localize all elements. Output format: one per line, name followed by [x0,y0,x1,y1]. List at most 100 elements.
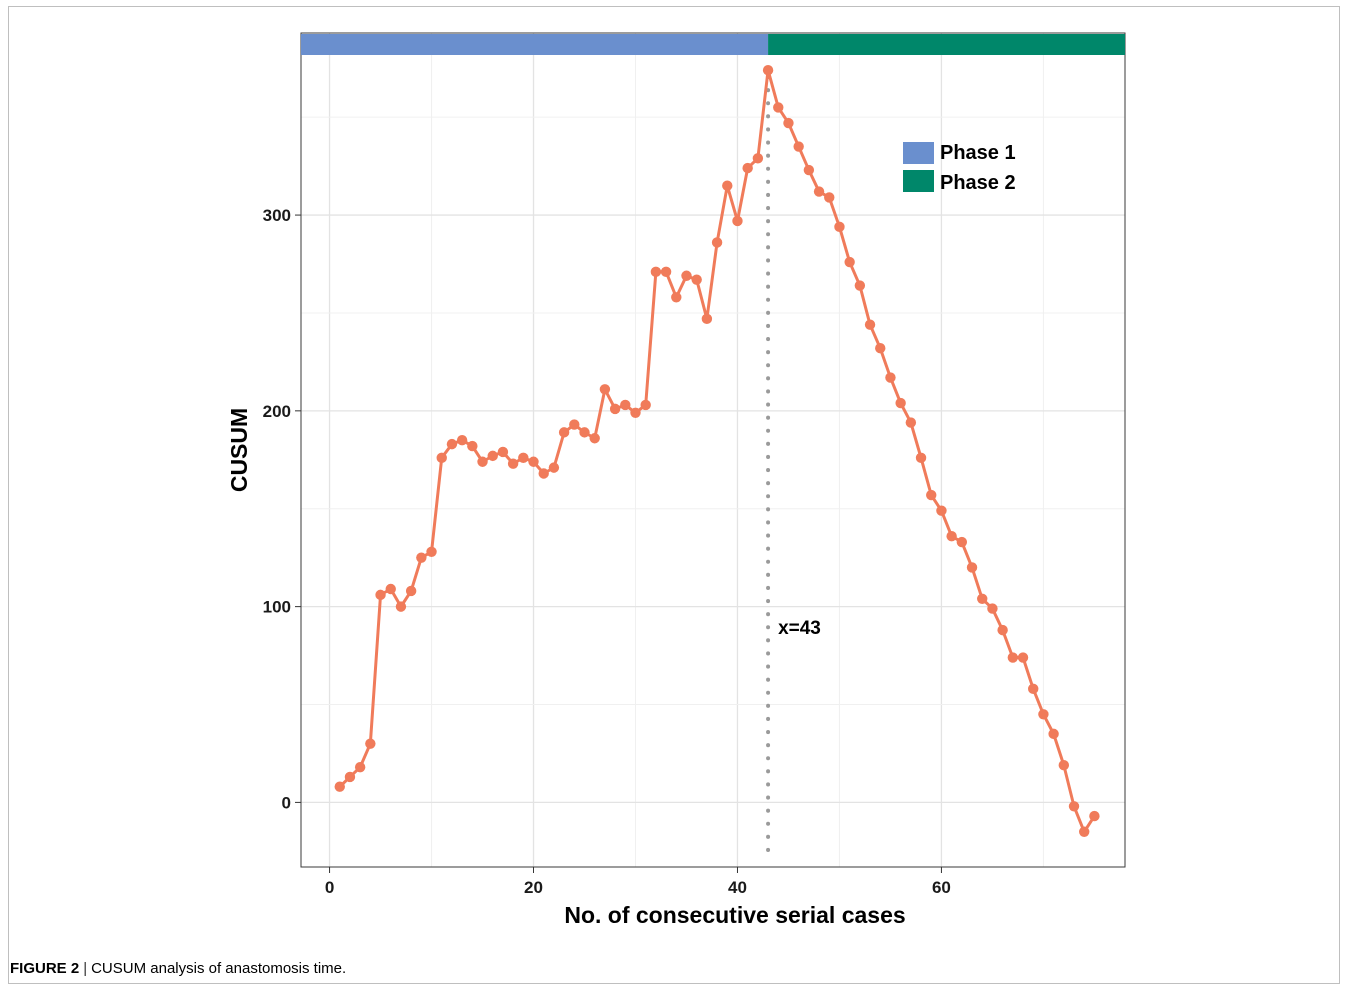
data-point [1028,683,1039,695]
y-axis-title: CUSUM [226,408,252,492]
axis-ticks: 0 20 40 60 0 100 200 300 [263,206,951,897]
data-point [864,319,876,330]
data-point [793,141,804,152]
data-point [436,452,447,464]
data-point [803,164,815,176]
data-point [477,456,488,467]
vline-label: x=43 [778,618,821,639]
x-tick-label: 40 [728,878,747,897]
caption-label: FIGURE 2 [10,960,80,977]
legend-swatch-phase-1 [903,142,934,164]
data-point [416,552,427,563]
data-point [579,427,590,438]
data-point [395,601,407,612]
series-group [334,64,1100,837]
data-point [640,399,651,411]
data-point [905,417,917,428]
data-point [966,562,978,573]
data-point [773,102,784,113]
data-point [609,403,621,415]
data-point [334,781,345,792]
data-point [487,450,498,462]
legend-label-phase-2: Phase 2 [940,172,1016,194]
data-point [1089,810,1100,822]
legend-swatch-phase-2 [903,170,934,192]
data-point [630,407,641,419]
data-point [977,593,988,604]
plot-border [300,32,1126,868]
data-point [711,237,723,248]
data-point [456,435,468,446]
phase-bars [301,34,1125,55]
data-point [467,440,478,452]
data-point [946,530,957,542]
data-point [722,180,733,191]
vline-group: x=43 [766,75,821,863]
data-point [824,192,835,203]
data-point [834,221,845,233]
grid-lines [301,33,1125,867]
data-point [344,771,356,783]
data-point [426,546,437,558]
data-point [375,589,386,601]
figure-caption: FIGURE 2 | CUSUM analysis of anastomosis t… [10,960,346,977]
data-point [742,162,753,174]
data-point [660,266,672,278]
data-point [691,274,702,285]
x-axis-title: No. of consecutive serial cases [564,902,905,928]
data-point [956,536,968,548]
data-point [1038,709,1049,720]
data-point [1079,826,1090,837]
data-point [895,397,906,409]
data-point [885,372,896,383]
data-point [987,603,998,614]
phase-bar-1 [301,34,769,55]
legend: Phase 1 Phase 2 [903,142,1016,194]
data-point [354,761,366,773]
data-point [405,585,417,597]
data-point [915,452,927,464]
caption-text: CUSUM analysis of anastomosis time. [91,960,347,977]
y-tick-label: 0 [282,793,291,812]
data-point [507,458,519,469]
phase-bar-2 [768,34,1125,55]
caption-separator: | [83,960,88,977]
data-point [497,446,509,458]
data-point [599,384,611,395]
data-point [926,489,937,501]
y-tick-label: 300 [263,206,291,225]
x-tick-label: 20 [524,878,543,897]
data-point [518,452,529,464]
data-point [528,456,539,467]
legend-label-phase-1: Phase 1 [940,142,1016,164]
data-point [936,505,947,516]
data-point [548,462,560,473]
data-point [1068,801,1080,812]
y-tick-label: 200 [263,402,291,421]
data-point [671,292,682,303]
data-point [681,270,692,281]
data-point [1058,759,1070,771]
y-tick-label: 100 [263,598,291,617]
data-point [385,583,396,595]
data-point [365,738,376,749]
x-tick-label: 0 [325,878,334,897]
data-point [1017,652,1029,663]
data-point [875,342,886,354]
figure-frame [8,6,1340,984]
data-point [446,438,458,450]
data-point [813,186,825,197]
data-point [538,468,549,479]
x-tick-label: 60 [932,878,951,897]
data-point [783,117,794,129]
data-point [620,399,631,411]
data-point [650,266,662,278]
data-point [558,427,570,438]
data-point [569,419,580,430]
data-point [732,215,743,227]
data-point [589,433,600,444]
data-point [1048,728,1059,740]
data-point [752,153,764,164]
data-point [762,64,774,76]
